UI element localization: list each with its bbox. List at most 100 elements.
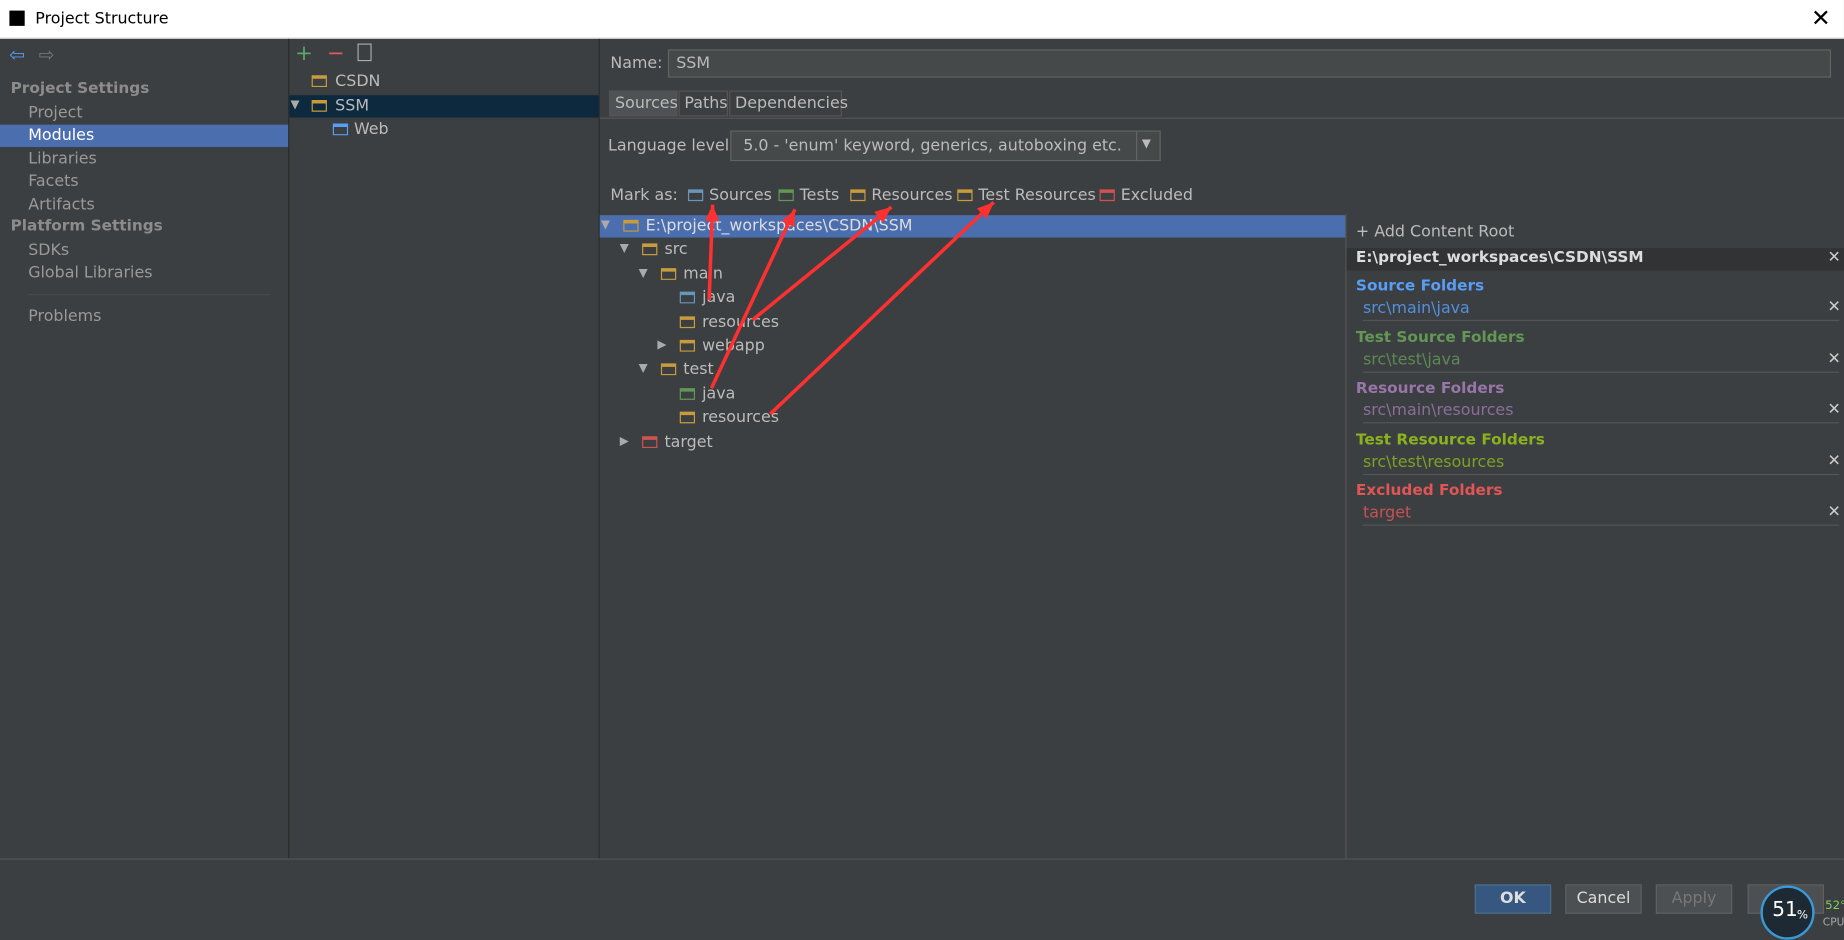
arrow-head [781,209,795,228]
nav-item[interactable]: Modules [28,125,95,145]
expand-arrow[interactable]: ▼ [619,242,629,256]
folder-icon [642,435,658,448]
button-label[interactable]: Apply [1671,889,1717,908]
expand-arrow[interactable]: ▶ [657,338,667,352]
tab-label[interactable]: Dependencies [735,94,848,113]
folder-icon [957,189,973,202]
mark-option[interactable]: Excluded [1120,185,1194,205]
nav-item[interactable]: Libraries [28,148,97,168]
cpu-unit: % [1796,909,1809,922]
divider [1345,214,1347,859]
tab-label[interactable]: Sources [615,94,678,113]
folder-icon [679,411,696,424]
module-label[interactable]: Web [353,119,389,139]
mark-option[interactable]: Tests [799,185,840,205]
arrow [769,200,995,416]
path-underline [1362,319,1840,322]
folder-path: src\main\resources [1362,401,1514,420]
folder-icon [332,123,349,136]
expand-arrow[interactable]: ▼ [600,218,610,232]
expand-arrow[interactable]: ▼ [638,362,648,376]
tree-label[interactable]: test [683,360,714,380]
folder-icon [679,315,696,328]
button-label[interactable]: OK [1500,889,1526,908]
label: Mark as: [610,185,678,205]
add-root[interactable]: + Add Content Root [1355,222,1515,242]
divider [288,38,290,859]
module-label[interactable]: SSM [335,95,370,115]
combo-box[interactable] [730,130,1161,162]
cpu-label: CPU [1822,917,1844,930]
tree-panel [599,214,1346,859]
tab-label[interactable]: Paths [684,94,728,113]
copy-button[interactable] [357,43,372,62]
tree-label[interactable]: webapp [702,336,765,356]
remove-folder[interactable]: ✕ [1827,450,1841,470]
title-bar: Project Structure ✕ [0,0,1844,39]
folder-icon [778,189,794,202]
folder-group-title: Source Folders [1355,277,1485,296]
folder-icon [679,291,696,304]
folder-group-title: Excluded Folders [1355,482,1503,500]
expand-arrow[interactable]: ▼ [638,266,648,280]
remove-root[interactable]: ✕ [1827,248,1841,267]
combo-value: 5.0 - 'enum' keyword, generics, autoboxi… [743,136,1122,156]
remove-folder[interactable]: ✕ [1827,297,1841,317]
folder-icon [642,243,658,256]
folder-group-title: Test Resource Folders [1355,431,1545,449]
remove-button[interactable]: − [326,41,345,66]
mark-option[interactable]: Resources [871,185,953,205]
folder-icon [687,189,704,202]
mark-option[interactable]: Sources [709,185,772,205]
nav-item[interactable]: Problems [28,306,102,326]
arrow-head [704,204,720,222]
button-label[interactable]: Cancel [1576,889,1631,908]
tab[interactable] [729,90,843,117]
remove-folder[interactable]: ✕ [1827,502,1841,521]
name-input[interactable] [667,49,1832,78]
close-button[interactable]: ✕ [1811,3,1831,32]
folder-icon [311,75,327,88]
folder-path: target [1362,503,1412,523]
tree-label[interactable]: target [664,432,713,452]
remove-folder[interactable]: ✕ [1827,399,1841,419]
tree-label[interactable]: resources [702,408,780,428]
root-path: E:\project_workspaces\CSDN\SSM [1355,249,1644,267]
expand-arrow[interactable]: ▶ [619,434,629,448]
remove-folder[interactable]: ✕ [1827,348,1841,368]
button[interactable] [1655,884,1733,914]
folder-path: src\test\java [1362,349,1461,369]
nav-item[interactable]: Global Libraries [28,263,153,283]
tab[interactable] [678,90,728,117]
nav-item[interactable]: SDKs [28,240,70,260]
tree-label[interactable]: src [664,240,688,260]
path-underline [1362,524,1840,526]
back-button[interactable]: ⇦ [9,43,26,66]
module-label[interactable]: CSDN [335,71,381,91]
folder-group-title: Resource Folders [1355,379,1505,398]
folder-icon [660,363,677,376]
nav-item[interactable]: Facets [28,171,79,191]
tree-label[interactable]: java [702,384,736,404]
divider [598,38,600,859]
cpu-value: 51 [1772,898,1798,922]
input-value: SSM [676,54,711,73]
folder-icon [1099,189,1115,202]
forward-button[interactable]: ⇨ [38,43,55,66]
tree-label[interactable]: main [683,264,723,284]
section-title: Platform Settings [10,217,163,236]
folder-icon [660,267,677,280]
nav-item[interactable]: Artifacts [28,194,95,214]
section-title: Project Settings [10,79,150,98]
button[interactable] [1565,884,1642,914]
window-title: Project Structure [35,9,169,29]
mark-option[interactable]: Test Resources [978,185,1096,205]
combo-arrow: ▼ [1141,137,1151,151]
nav-item[interactable]: Project [28,102,83,122]
arrow-head [874,206,892,223]
expand-arrow[interactable]: ▼ [290,98,300,112]
button[interactable] [1474,884,1552,914]
add-button[interactable]: + [295,41,313,66]
tab[interactable] [609,90,678,117]
